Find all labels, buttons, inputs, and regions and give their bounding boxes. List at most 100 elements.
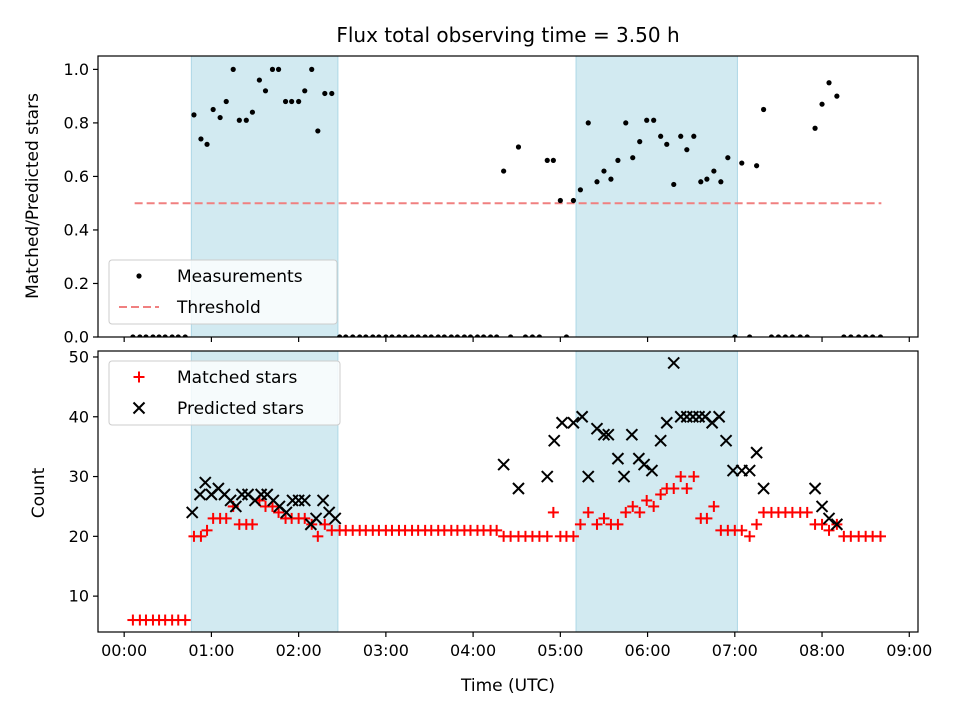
top-series-0-point-77 <box>651 117 657 123</box>
top-series-0-point-7 <box>175 334 181 337</box>
top-series-0-point-70 <box>601 168 607 174</box>
bottom-series-1-point-0 <box>186 506 199 519</box>
top-legend-label-0: Measurements <box>177 267 303 287</box>
bottom-series-1-point-21-b <box>316 494 330 507</box>
x-axis-label: Time (UTC) <box>460 676 555 696</box>
top-series-0-point-71 <box>608 176 614 182</box>
bottom-series-1-point-51-b <box>719 434 733 447</box>
top-series-0-point-109 <box>877 334 884 337</box>
top-series-0-point-84 <box>698 179 704 185</box>
top-series-0-point-68 <box>585 120 591 126</box>
bottom-series-0-point-63 <box>547 506 559 518</box>
bottom-series-1-point-48-b <box>698 410 712 423</box>
top-series-0-point-39 <box>389 334 395 337</box>
bottom-series-0-point-85 <box>701 512 713 524</box>
bottom-series-0-point-21 <box>266 500 278 512</box>
x-tick-label-0: 00:00 <box>101 641 147 660</box>
top-series-0-point-18 <box>249 109 256 115</box>
bottom-series-1-point-12-b <box>261 488 274 501</box>
top-legend-label-1: Threshold <box>176 298 261 318</box>
bottom-series-1-point-50-b <box>712 410 726 423</box>
bottom-series-1-point-25 <box>512 482 525 495</box>
bottom-series-1-point-13-b <box>267 494 280 507</box>
top-series-0-point-79 <box>664 141 670 147</box>
top-series-0-point-61 <box>536 334 543 337</box>
top-series-0-point-88 <box>725 155 731 161</box>
top-axes-frame <box>97 55 919 338</box>
top-series-0-point-5 <box>162 334 168 337</box>
top-series-0-point-47 <box>441 334 447 337</box>
bottom-series-1-point-43-b <box>667 356 680 370</box>
top-series-0-point-30 <box>329 90 335 97</box>
bottom-series-1-point-20 <box>309 512 323 525</box>
bottom-series-1-point-7 <box>229 500 243 513</box>
top-series-0-point-14 <box>223 98 229 105</box>
bottom-series-0-point-81 <box>675 471 687 483</box>
top-series-0-point-4 <box>156 334 162 337</box>
top-series-0-point-37 <box>376 334 382 337</box>
bottom-series-1-point-14-b <box>273 500 286 513</box>
bottom-series-0-point-62 <box>541 530 553 542</box>
top-series-0-point-22 <box>275 66 282 72</box>
bottom-series-1-point-23 <box>329 512 342 525</box>
top-series-0-point-81 <box>678 133 684 139</box>
top-series-0-point-8 <box>182 334 188 337</box>
bottom-series-1-point-59 <box>822 512 836 525</box>
bottom-y-tick-label-1: 20 <box>69 527 89 546</box>
x-tick-label-6: 06:00 <box>625 641 671 660</box>
bottom-shaded-interval-1 <box>575 351 738 632</box>
bottom-series-1-point-7-b <box>229 500 243 513</box>
top-panel: 0.0 0.2 0.4 0.6 0.8 1.0 Measurements Threshold <box>64 55 919 347</box>
x-tick-label-2: 02:00 <box>276 641 322 660</box>
top-series-0-point-58 <box>515 144 522 150</box>
bottom-series-0-point-28 <box>312 530 324 542</box>
top-series-0-point-97 <box>789 334 795 337</box>
bottom-y-tick-label-2: 30 <box>69 467 89 486</box>
bottom-series-1-point-58 <box>815 500 829 513</box>
bottom-series-1-point-35 <box>611 452 625 465</box>
bottom-series-1-point-29-b <box>567 416 580 429</box>
top-series-0-point-72 <box>615 157 621 163</box>
top-series-0 <box>130 66 884 337</box>
bottom-series-0-point-66 <box>567 530 579 542</box>
top-series-0-point-69 <box>594 179 600 185</box>
bottom-series-1-point-18-b <box>298 494 311 507</box>
top-series-0-point-82 <box>684 147 690 153</box>
bottom-series-1-point-15 <box>280 506 293 519</box>
bottom-legend-label-0: Matched stars <box>177 368 297 388</box>
bottom-series-1-point-38-b <box>632 452 646 465</box>
bottom-y-axis-label: Count <box>29 467 49 518</box>
bottom-series-0-point-29 <box>319 518 331 530</box>
top-series-0-point-2 <box>143 334 149 337</box>
bottom-y-tick-label-4: 50 <box>69 347 89 366</box>
bottom-series-1-point-1-b <box>193 488 207 501</box>
bottom-series-1-point-37 <box>625 428 639 441</box>
bottom-series-0-point-69 <box>591 518 603 530</box>
top-series-0-point-100 <box>812 125 818 131</box>
top-legend-marker-0 <box>136 273 142 279</box>
bottom-series-1-point-39 <box>637 458 651 471</box>
bottom-series-1-point-39-b <box>637 458 651 471</box>
bottom-series-1-point-50 <box>712 410 726 423</box>
top-y-tick-label-2: 0.4 <box>64 220 89 239</box>
bottom-legend-marker-1-b <box>132 401 146 415</box>
bottom-series-1-point-55 <box>750 446 763 459</box>
x-tick-label-7: 07:00 <box>712 641 758 660</box>
top-series-0-point-104 <box>841 334 847 337</box>
bottom-series-0-point-10 <box>195 530 207 542</box>
top-series-0-point-35 <box>363 334 369 337</box>
top-series-0-point-74 <box>630 155 636 161</box>
top-series-0-point-48 <box>448 334 454 337</box>
bottom-series-1-point-2-b <box>199 476 212 489</box>
top-series-0-point-21 <box>269 66 276 72</box>
top-series-0-point-40 <box>396 334 402 337</box>
bottom-series-1-point-9-b <box>241 488 255 501</box>
top-series-0-point-101 <box>819 101 825 107</box>
top-series-0-point-33 <box>350 334 356 337</box>
top-series-0-point-56 <box>501 168 507 174</box>
top-series-0-point-27 <box>309 66 315 72</box>
bottom-series-1-point-5-b <box>218 488 231 501</box>
bottom-series-1-point-36-b <box>617 470 631 483</box>
bottom-series-1-point-23-b <box>329 512 342 525</box>
x-tick-label-9: 09:00 <box>886 641 932 660</box>
